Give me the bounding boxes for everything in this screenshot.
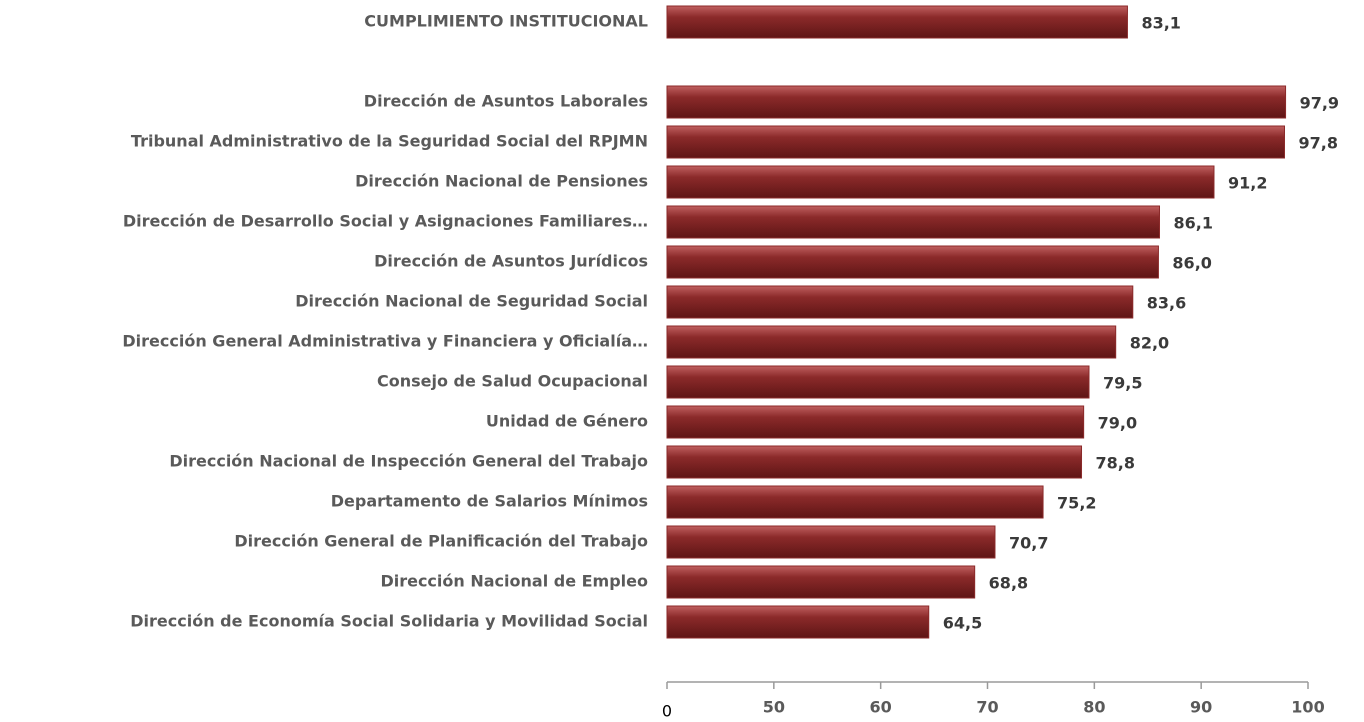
value-label: 70,7 — [1009, 534, 1048, 553]
value-label: 75,2 — [1057, 494, 1096, 513]
category-label: Dirección General Administrativa y Finan… — [122, 332, 648, 351]
bar — [666, 365, 1090, 399]
bar — [666, 245, 1159, 279]
value-label: 86,1 — [1174, 214, 1213, 233]
category-label: Tribunal Administrativo de la Seguridad … — [131, 132, 648, 151]
category-label: Dirección Nacional de Empleo — [380, 572, 648, 591]
bar — [666, 5, 1128, 39]
bar — [666, 85, 1287, 119]
x-tick-label: 0 — [662, 702, 672, 721]
bar — [666, 285, 1134, 319]
category-label: Departamento de Salarios Mínimos — [331, 492, 648, 511]
value-label: 97,8 — [1298, 134, 1337, 153]
category-label: Dirección de Economía Social Solidaria y… — [130, 612, 648, 631]
value-label: 97,9 — [1300, 94, 1339, 113]
bar — [666, 605, 930, 639]
x-tick-label: 50 — [763, 698, 785, 717]
category-label: Dirección de Asuntos Laborales — [364, 92, 648, 111]
bar — [666, 325, 1117, 359]
category-label: CUMPLIMIENTO INSTITUCIONAL — [364, 12, 648, 31]
category-label: Dirección General de Planificación del T… — [234, 532, 648, 551]
bar — [666, 405, 1085, 439]
bar — [666, 525, 996, 559]
category-label: Dirección Nacional de Inspección General… — [169, 452, 648, 471]
category-label: Dirección de Desarrollo Social y Asignac… — [123, 212, 648, 231]
bar — [666, 565, 976, 599]
value-label: 83,1 — [1141, 14, 1180, 33]
value-label: 79,0 — [1098, 414, 1137, 433]
bar — [666, 485, 1044, 519]
category-label: Dirección Nacional de Pensiones — [355, 172, 648, 191]
value-label: 78,8 — [1096, 454, 1135, 473]
category-label: Dirección de Asuntos Jurídicos — [374, 252, 648, 271]
value-label: 91,2 — [1228, 174, 1267, 193]
bar — [666, 165, 1215, 199]
value-label: 64,5 — [943, 614, 982, 633]
category-label: Consejo de Salud Ocupacional — [377, 372, 648, 391]
value-label: 82,0 — [1130, 334, 1169, 353]
x-tick-label: 60 — [870, 698, 892, 717]
category-label: Unidad de Género — [486, 412, 648, 431]
bar — [666, 205, 1161, 239]
bar — [666, 445, 1083, 479]
value-label: 79,5 — [1103, 374, 1142, 393]
x-tick-label: 100 — [1291, 698, 1324, 717]
value-label: 86,0 — [1172, 254, 1211, 273]
x-tick-label: 80 — [1083, 698, 1105, 717]
value-label: 68,8 — [989, 574, 1028, 593]
bar — [666, 125, 1285, 159]
x-tick-label: 90 — [1190, 698, 1212, 717]
x-tick-label: 70 — [976, 698, 998, 717]
category-label: Dirección Nacional de Seguridad Social — [295, 292, 648, 311]
value-label: 83,6 — [1147, 294, 1186, 313]
